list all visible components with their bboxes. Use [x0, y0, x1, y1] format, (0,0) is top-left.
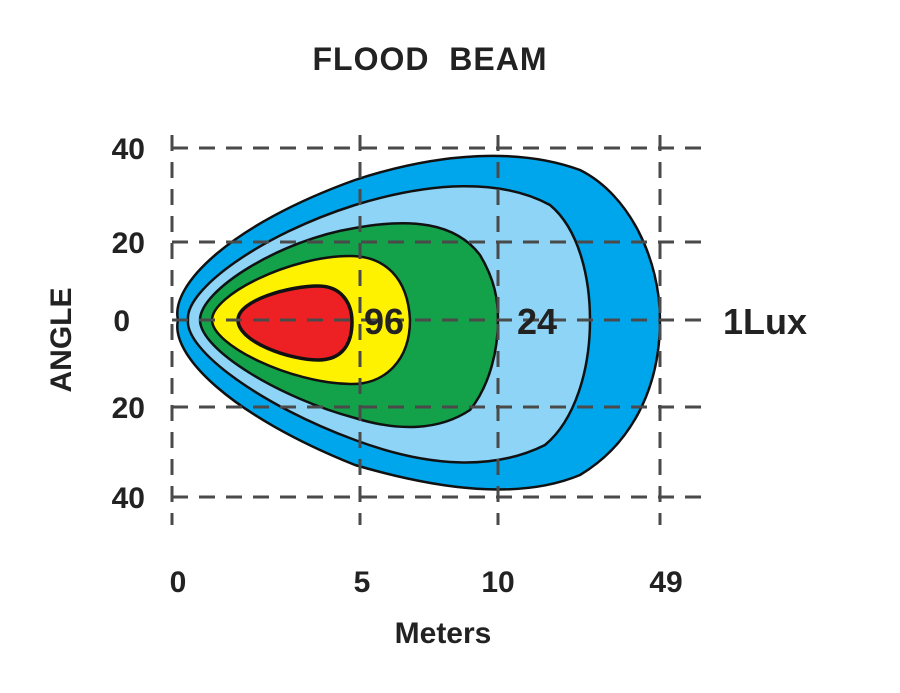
zone-red — [236, 284, 354, 362]
x-tick-label: 10 — [481, 566, 514, 599]
beam-zones — [176, 154, 662, 491]
y-ticks: 40 20 0 20 40 — [112, 133, 145, 515]
chart-title: FLOOD BEAM — [313, 41, 548, 77]
y-axis-label: ANGLE — [45, 288, 78, 393]
zone-label-1lux: 1Lux — [723, 301, 807, 342]
y-tick-label: 20 — [112, 392, 145, 425]
y-tick-label: 0 — [113, 305, 130, 338]
x-ticks: 0 5 10 49 — [170, 566, 683, 599]
x-tick-label: 5 — [354, 566, 371, 599]
zone-label-96: 96 — [364, 301, 404, 342]
x-tick-label: 49 — [649, 566, 682, 599]
y-tick-label: 40 — [112, 133, 145, 166]
y-tick-label: 40 — [112, 482, 145, 515]
x-axis-label: Meters — [395, 617, 492, 650]
y-tick-label: 20 — [112, 227, 145, 260]
x-tick-label: 0 — [170, 566, 187, 599]
grid-lines — [170, 135, 705, 525]
zone-label-24: 24 — [517, 301, 557, 342]
zone-labels: 96 24 1Lux — [364, 301, 807, 342]
